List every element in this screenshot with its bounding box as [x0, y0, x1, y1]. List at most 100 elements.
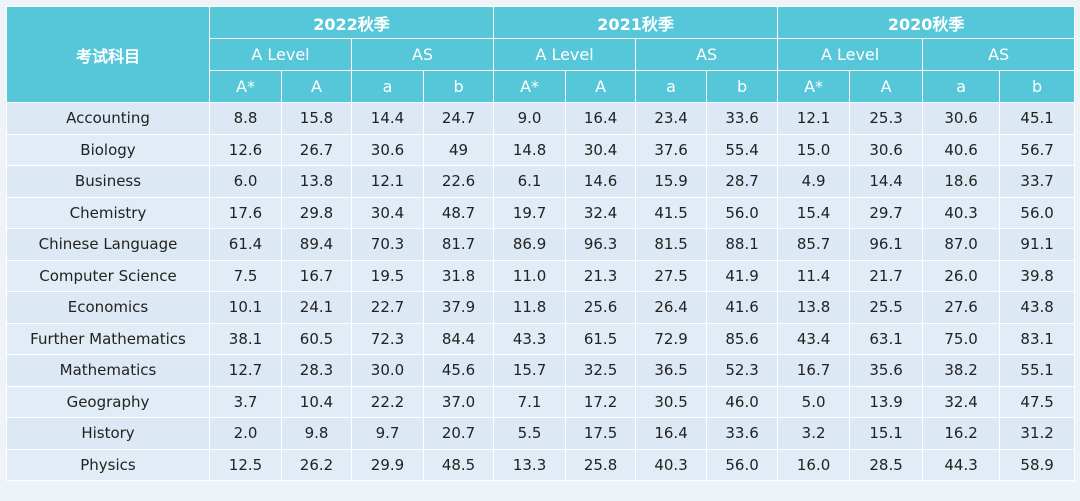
subject-cell: Accounting [6, 102, 210, 135]
value-cell: 17.2 [565, 385, 637, 418]
grade-header: A [849, 70, 924, 103]
value-cell: 10.4 [281, 385, 352, 418]
value-cell: 28.5 [849, 448, 924, 481]
value-cell: 8.8 [209, 102, 282, 135]
value-cell: 25.5 [849, 291, 924, 324]
value-cell: 5.0 [777, 385, 851, 418]
value-cell: 37.0 [422, 385, 495, 418]
value-cell: 13.8 [777, 291, 851, 324]
value-cell: 23.4 [635, 102, 708, 135]
value-cell: 41.6 [706, 291, 779, 324]
value-cell: 26.4 [635, 291, 708, 324]
value-cell: 13.8 [281, 165, 352, 198]
value-cell: 52.3 [706, 354, 779, 387]
value-cell: 10.1 [209, 291, 282, 324]
level-header: AS [922, 38, 1076, 71]
value-cell: 32.4 [922, 385, 1001, 418]
subject-cell: Economics [6, 291, 210, 324]
value-cell: 15.7 [493, 354, 567, 387]
value-cell: 55.4 [706, 133, 779, 166]
value-cell: 25.6 [565, 291, 637, 324]
value-cell: 96.3 [565, 228, 637, 261]
value-cell: 61.4 [209, 228, 282, 261]
value-cell: 11.4 [777, 259, 851, 292]
value-cell: 41.5 [635, 196, 708, 229]
value-cell: 72.3 [351, 322, 424, 355]
table-row: History 2.0 9.8 9.7 20.7 5.5 17.5 16.4 33.6 3.2 15… [6, 417, 1076, 450]
value-cell: 15.0 [777, 133, 851, 166]
value-cell: 16.4 [565, 102, 637, 135]
value-cell: 43.3 [493, 322, 567, 355]
value-cell: 12.5 [209, 448, 282, 481]
value-cell: 48.7 [422, 196, 495, 229]
value-cell: 30.6 [849, 133, 924, 166]
value-cell: 16.0 [777, 448, 851, 481]
value-cell: 17.6 [209, 196, 282, 229]
subject-cell: Geography [6, 385, 210, 418]
value-cell: 44.3 [922, 448, 1001, 481]
value-cell: 45.6 [422, 354, 495, 387]
value-cell: 29.9 [351, 448, 424, 481]
value-cell: 87.0 [922, 228, 1001, 261]
value-cell: 27.5 [635, 259, 708, 292]
grade-header: A [281, 70, 352, 103]
value-cell: 58.9 [999, 448, 1076, 481]
subject-cell: Physics [6, 448, 210, 481]
value-cell: 45.1 [999, 102, 1076, 135]
value-cell: 16.7 [777, 354, 851, 387]
table-header: 考试科目 2022秋季 2021秋季 2020秋季 A Level AS A L… [6, 6, 1076, 103]
value-cell: 15.9 [635, 165, 708, 198]
table-row: Biology 12.6 26.7 30.6 49 14.8 30.4 37.6 55.4 15.… [6, 133, 1076, 166]
value-cell: 29.8 [281, 196, 352, 229]
value-cell: 49 [422, 133, 495, 166]
value-cell: 48.5 [422, 448, 495, 481]
value-cell: 26.0 [922, 259, 1001, 292]
table-row: Computer Science 7.5 16.7 19.5 31.8 11.0 21.3 2… [6, 259, 1076, 292]
level-header: AS [635, 38, 779, 71]
value-cell: 43.8 [999, 291, 1076, 324]
year-header: 2021秋季 [493, 6, 779, 39]
value-cell: 47.5 [999, 385, 1076, 418]
value-cell: 28.7 [706, 165, 779, 198]
value-cell: 12.6 [209, 133, 282, 166]
value-cell: 16.4 [635, 417, 708, 450]
table-row: Chinese Language 61.4 89.4 70.3 81.7 86.9 96.3… [6, 228, 1076, 261]
level-header: A Level [493, 38, 637, 71]
value-cell: 24.7 [422, 102, 495, 135]
value-cell: 26.2 [281, 448, 352, 481]
value-cell: 89.4 [281, 228, 352, 261]
value-cell: 60.5 [281, 322, 352, 355]
value-cell: 22.7 [351, 291, 424, 324]
value-cell: 91.1 [999, 228, 1076, 261]
value-cell: 22.6 [422, 165, 495, 198]
value-cell: 61.5 [565, 322, 637, 355]
value-cell: 11.0 [493, 259, 567, 292]
value-cell: 46.0 [706, 385, 779, 418]
level-header: A Level [777, 38, 924, 71]
value-cell: 72.9 [635, 322, 708, 355]
grade-table-container: 考试科目 2022秋季 2021秋季 2020秋季 A Level AS A L… [6, 6, 1076, 496]
value-cell: 88.1 [706, 228, 779, 261]
value-cell: 3.2 [777, 417, 851, 450]
value-cell: 29.7 [849, 196, 924, 229]
value-cell: 81.5 [635, 228, 708, 261]
value-cell: 30.6 [922, 102, 1001, 135]
value-cell: 15.1 [849, 417, 924, 450]
grade-header: b [999, 70, 1076, 103]
value-cell: 39.8 [999, 259, 1076, 292]
table-row: Geography 3.7 10.4 22.2 37.0 7.1 17.2 30.5 46.0 5… [6, 385, 1076, 418]
value-cell: 18.6 [922, 165, 1001, 198]
subject-cell: Computer Science [6, 259, 210, 292]
grade-header: A* [493, 70, 567, 103]
value-cell: 96.1 [849, 228, 924, 261]
value-cell: 9.7 [351, 417, 424, 450]
value-cell: 81.7 [422, 228, 495, 261]
year-header: 2022秋季 [208, 6, 495, 39]
subject-cell: Chemistry [6, 196, 210, 229]
value-cell: 21.3 [565, 259, 637, 292]
value-cell: 16.7 [281, 259, 352, 292]
grade-header: a [351, 70, 424, 103]
value-cell: 31.8 [422, 259, 495, 292]
value-cell: 7.1 [493, 385, 567, 418]
value-cell: 13.3 [493, 448, 567, 481]
